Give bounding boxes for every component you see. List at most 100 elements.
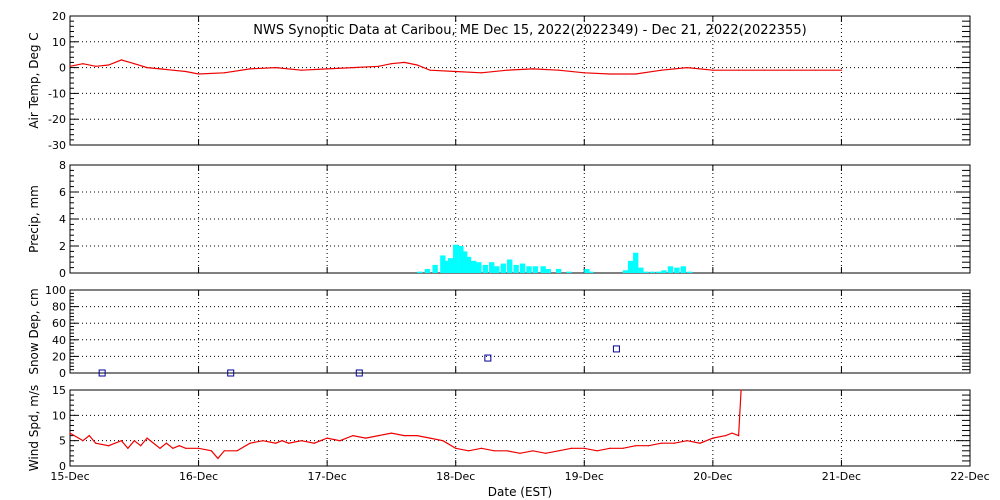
- air-temp-data-point: [185, 70, 187, 73]
- wind-speed-data-point: [95, 442, 97, 444]
- wind-speed-data-point: [570, 447, 573, 449]
- air-temp-data-point: [82, 63, 84, 65]
- y-axis-title: Wind Spd, m/s: [27, 385, 41, 471]
- wind-speed-data-point: [249, 442, 251, 444]
- snow-depth-marker: [612, 345, 620, 353]
- precip-bar: [667, 266, 674, 273]
- wind-speed-data-point: [127, 447, 129, 449]
- air-temp-data-point: [69, 65, 71, 67]
- wind-speed-data-point: [275, 442, 277, 444]
- wind-speed-data-point: [467, 450, 470, 452]
- y-tick-label: 80: [52, 301, 66, 314]
- precip-bar: [453, 244, 459, 273]
- precip-bar: [627, 260, 634, 273]
- x-tick-label: 20-Dec: [693, 470, 732, 483]
- wind-speed-data-point: [442, 440, 444, 442]
- wind-speed-data-point: [352, 435, 354, 437]
- wind-speed-data-point: [731, 432, 733, 434]
- y-tick-label: 20: [52, 350, 66, 363]
- panel-wind-speed: 0 5 10 15 Wind Spd, m/s 15-Dec 16-Dec 17-Dec 18-…: [27, 384, 990, 483]
- wind-speed-data-point: [197, 447, 200, 449]
- air-temp-data-point: [326, 68, 328, 70]
- air-temp-data-point: [789, 69, 791, 71]
- y-axis-title: Snow Dep, cm: [27, 288, 41, 374]
- wind-speed-data-point: [519, 452, 521, 454]
- wind-speed-data-point: [165, 442, 168, 444]
- wind-speed-data-point: [737, 435, 740, 437]
- air-temp-data-point: [455, 70, 457, 73]
- wind-speed-data-point: [712, 437, 714, 439]
- air-temp-data-point: [609, 73, 611, 75]
- wind-speed-data-point: [287, 442, 290, 444]
- wind-speed-data-point: [377, 435, 380, 437]
- x-tick-label: 18-Dec: [436, 470, 475, 483]
- precip-bar: [661, 270, 667, 273]
- precip-bar: [588, 271, 594, 273]
- air-temp-data-point: [763, 69, 765, 71]
- wind-speed-data-point: [493, 450, 495, 452]
- wind-speed-data-point: [140, 445, 142, 447]
- wind-speed-data-point: [673, 442, 675, 444]
- wind-speed-data-point: [262, 440, 264, 442]
- air-temp-data-point: [120, 59, 123, 61]
- air-temp-data-point: [840, 69, 843, 71]
- snow-depth-marker: [484, 354, 492, 362]
- y-tick-label: 0: [59, 367, 66, 380]
- y-tick-label: 4: [59, 213, 66, 226]
- precip-bar: [638, 267, 644, 273]
- x-tick-label: 21-Dec: [822, 470, 861, 483]
- air-temp-data-point: [146, 67, 148, 69]
- precip-bar: [465, 256, 472, 273]
- wind-speed-data-point: [339, 440, 341, 442]
- wind-speed-data-point: [281, 440, 283, 442]
- air-temp-data-point: [107, 64, 110, 66]
- air-temp-data-point: [197, 73, 200, 75]
- y-tick-label: 8: [59, 159, 66, 172]
- precip-bar: [540, 266, 546, 273]
- precip-bar: [545, 268, 551, 273]
- y-tick-label: 0: [59, 267, 66, 280]
- wind-speed-data-point: [532, 450, 534, 452]
- y-tick-label: -20: [48, 113, 66, 126]
- panel-snow-depth: 0 20 40 60 80 100 Snow Dep, cm: [27, 284, 971, 380]
- wind-speed-data-point: [313, 442, 315, 444]
- precip-bar: [500, 263, 506, 273]
- x-axis-title: Date (EST): [488, 485, 552, 499]
- precip-bar: [656, 271, 662, 273]
- air-temp-data-point: [557, 69, 560, 71]
- wind-speed-data-point: [609, 447, 611, 449]
- air-temp-data-point: [300, 69, 303, 71]
- air-temp-data-point: [390, 63, 393, 65]
- wind-speed-data-point: [557, 450, 560, 452]
- wind-speed-data-point: [365, 437, 367, 439]
- precip-bar: [458, 246, 464, 273]
- air-temp-data-point: [506, 69, 508, 71]
- wind-speed-data-point: [223, 450, 225, 452]
- wind-speed-series-line: [69, 389, 742, 460]
- wind-speed-data-point: [82, 440, 84, 442]
- air-temp-data-point: [275, 67, 277, 69]
- precip-bar: [526, 266, 532, 273]
- x-tick-label: 19-Dec: [565, 470, 604, 483]
- air-temp-data-point: [159, 68, 161, 70]
- snow-depth-marker: [355, 369, 363, 377]
- panel-frame: [69, 15, 971, 146]
- air-temp-data-point: [249, 68, 251, 70]
- air-temp-data-point: [815, 69, 817, 71]
- wind-speed-data-point: [390, 432, 393, 434]
- wind-speed-data-point: [178, 445, 180, 447]
- wind-speed-data-point: [455, 447, 457, 449]
- precip-bar: [649, 271, 656, 273]
- wind-speed-data-point: [635, 445, 637, 447]
- y-tick-label: 6: [59, 186, 66, 199]
- precip-bar: [674, 267, 680, 273]
- wind-speed-data-point: [725, 435, 727, 437]
- x-tick-label: 15-Dec: [50, 470, 89, 483]
- precip-bar: [680, 266, 686, 273]
- wind-speed-data-point: [699, 442, 701, 444]
- y-tick-label: 100: [45, 284, 66, 297]
- y-tick-label: 5: [59, 435, 66, 448]
- x-tick-label: 16-Dec: [179, 470, 218, 483]
- air-temp-data-point: [416, 64, 418, 66]
